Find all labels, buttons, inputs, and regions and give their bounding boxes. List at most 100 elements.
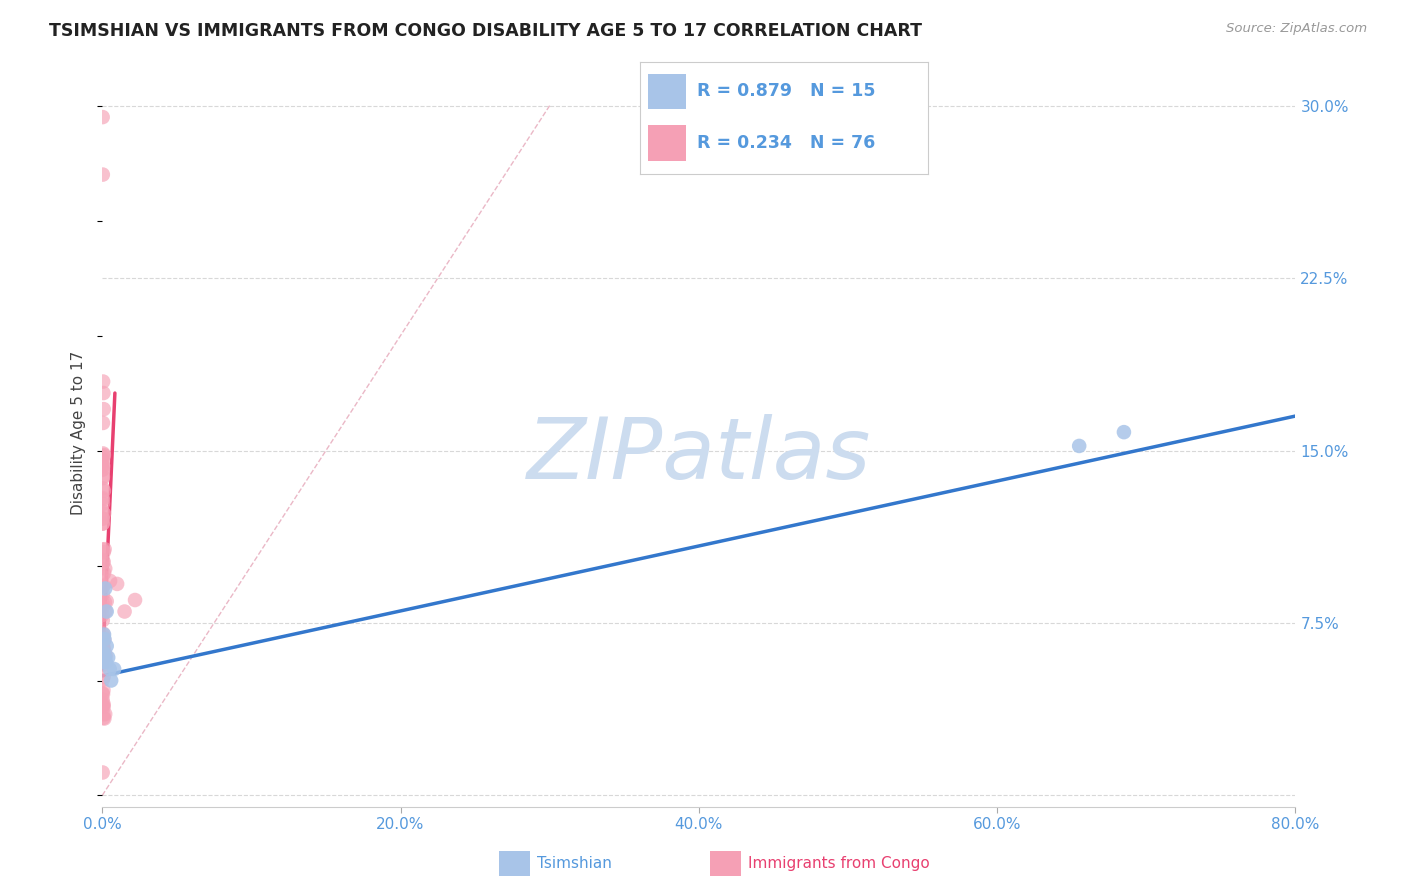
Point (1112, 425, 1135, 439)
Point (91, 542, 114, 557)
Point (91, 698, 114, 712)
Bar (648, 125, 686, 161)
Point (93, 697, 115, 711)
Point (91, 504, 114, 518)
Point (91, 765, 114, 780)
Point (97, 650, 120, 665)
Point (91, 636, 114, 650)
Point (93, 402, 115, 417)
Point (93, 683, 115, 698)
Point (91, 632, 114, 646)
Point (91, 450, 114, 464)
Point (91, 516, 114, 531)
Point (94, 582, 117, 596)
Point (93, 632, 115, 646)
Point (93, 640, 115, 655)
Point (91, 673, 114, 687)
Point (93, 645, 115, 659)
Point (93, 545, 115, 559)
Bar (648, 74, 686, 109)
Point (91, 626, 114, 640)
Point (93, 566, 115, 580)
Point (105, 577, 128, 591)
Point (91, 657, 114, 672)
Point (91, 655, 114, 669)
Point (91, 469, 114, 483)
Point (96, 594, 118, 608)
Point (91, 707, 114, 722)
Point (91, 110, 114, 124)
Point (91, 497, 114, 511)
Point (91, 454, 114, 468)
Point (93, 542, 115, 557)
Point (91, 687, 114, 701)
Point (94, 648, 117, 663)
Point (1069, 439, 1091, 453)
Point (91, 569, 114, 583)
Point (103, 662, 125, 676)
Point (91, 481, 114, 495)
Point (91, 652, 114, 666)
Point (94, 595, 117, 609)
Point (93, 483, 115, 498)
Point (91, 698, 114, 713)
Point (96, 639, 118, 653)
Point (91, 453, 114, 467)
Text: TSIMSHIAN VS IMMIGRANTS FROM CONGO DISABILITY AGE 5 TO 17 CORRELATION CHART: TSIMSHIAN VS IMMIGRANTS FROM CONGO DISAB… (49, 22, 922, 40)
Point (93, 712, 115, 726)
Point (91, 168, 114, 182)
Point (91, 655, 114, 669)
Point (98, 662, 121, 676)
Point (91, 446, 114, 460)
Point (91, 638, 114, 652)
Text: Tsimshian: Tsimshian (537, 856, 612, 871)
Point (91, 459, 114, 474)
Point (91, 641, 114, 656)
Point (91, 375, 114, 389)
Point (93, 507, 115, 521)
Point (91, 587, 114, 601)
Point (98, 574, 121, 588)
Point (94, 561, 117, 575)
Point (96, 605, 118, 619)
Point (93, 386, 115, 401)
Point (100, 673, 122, 688)
Point (91, 462, 114, 476)
Point (93, 579, 115, 593)
Point (93, 646, 115, 660)
Point (91, 686, 114, 700)
Point (91, 635, 114, 649)
Point (91, 600, 114, 615)
Point (91, 553, 114, 567)
Point (91, 463, 114, 477)
Y-axis label: Disability Age 5 to 17: Disability Age 5 to 17 (72, 351, 86, 516)
Point (114, 605, 136, 619)
Point (91, 645, 114, 659)
Point (91, 516, 114, 531)
Point (94, 706, 117, 721)
Text: ZIPatlas: ZIPatlas (527, 414, 870, 497)
Point (124, 593, 146, 607)
Point (91, 580, 114, 594)
Point (91, 613, 114, 627)
Point (91, 692, 114, 706)
Point (93, 699, 115, 714)
Text: Source: ZipAtlas.com: Source: ZipAtlas.com (1226, 22, 1367, 36)
Point (93, 555, 115, 569)
Point (93, 669, 115, 683)
Point (94, 655, 117, 669)
Point (91, 596, 114, 610)
Point (91, 607, 114, 622)
Point (91, 491, 114, 505)
Point (93, 448, 115, 462)
Point (93, 627, 115, 641)
Point (91, 416, 114, 430)
Text: R = 0.234   N = 76: R = 0.234 N = 76 (697, 134, 876, 152)
Point (91, 458, 114, 472)
Point (91, 556, 114, 570)
Point (94, 604, 117, 618)
Point (91, 511, 114, 525)
Point (91, 471, 114, 485)
Point (91, 492, 114, 507)
Point (91, 641, 114, 656)
